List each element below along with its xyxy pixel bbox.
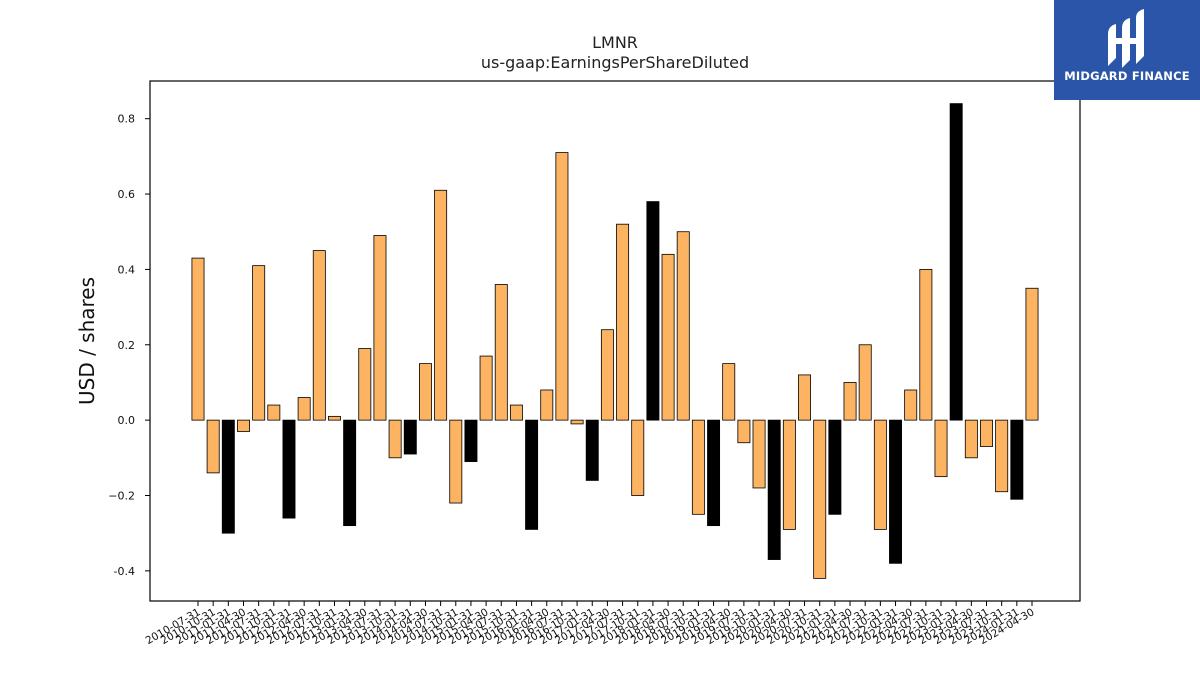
bar-2020-07-31 <box>798 374 812 421</box>
bar-2014-10-31 <box>449 419 463 504</box>
bar-2013-07-31 <box>373 235 387 421</box>
bar-2015-01-31 <box>464 419 478 462</box>
midgard-logo-mark-icon <box>1108 9 1144 68</box>
bar-2011-07-31 <box>252 265 266 421</box>
bar-2017-01-31 <box>585 419 599 481</box>
bar-2016-07-31 <box>555 152 569 421</box>
bar-2022-01-31 <box>889 419 902 564</box>
bar-2013-04-30 <box>358 348 372 421</box>
midgard-finance-logo: MIDGARD FINANCE <box>1054 0 1200 100</box>
bar-2018-04-30 <box>661 253 675 421</box>
bar-2011-10-31 <box>267 404 281 421</box>
bar-2021-10-31 <box>873 419 887 530</box>
bar-2017-10-31 <box>631 419 645 496</box>
bar-2023-01-31 <box>949 103 963 421</box>
chart-subtitle: us-gaap:EarningsPerShareDiluted <box>481 53 749 72</box>
bar-2018-10-31 <box>691 419 705 515</box>
bar-2012-10-31 <box>328 415 341 421</box>
bar-2013-10-31 <box>388 419 402 459</box>
bar-2021-07-31 <box>858 344 872 421</box>
bar-2019-07-31 <box>737 419 751 444</box>
bar-2012-01-31 <box>282 419 296 519</box>
bar-2011-01-31 <box>221 419 235 534</box>
bar-2018-01-31 <box>646 201 660 421</box>
bar-2011-04-30 <box>237 419 250 432</box>
bars-group <box>191 103 1039 579</box>
bar-2024-04-30 <box>1025 287 1039 421</box>
bar-2017-04-30 <box>600 329 614 421</box>
bar-2013-01-31 <box>343 419 357 527</box>
bar-2019-04-30 <box>722 363 736 421</box>
bar-2019-01-31 <box>707 419 721 527</box>
bar-2020-10-31 <box>813 419 827 579</box>
bar-2012-04-30 <box>297 397 311 421</box>
bar-2018-07-31 <box>676 231 690 421</box>
y-tick-label: 0.4 <box>118 263 136 276</box>
bar-2023-07-31 <box>980 419 993 447</box>
y-tick-label: 0.6 <box>118 188 136 201</box>
bar-2014-07-31 <box>434 189 448 421</box>
bar-2020-04-30 <box>782 419 796 530</box>
bar-2021-04-30 <box>843 382 857 421</box>
bar-2022-07-31 <box>919 269 933 421</box>
bar-2014-01-31 <box>403 419 417 455</box>
bar-2010-10-31 <box>206 419 220 474</box>
bar-2020-01-31 <box>767 419 781 560</box>
y-tick-label: -0.4 <box>114 565 135 578</box>
y-tick-label: −0.2 <box>108 489 135 502</box>
chart-title: LMNR <box>592 33 638 52</box>
bar-2022-04-30 <box>904 389 918 421</box>
y-axis-label: USD / shares <box>75 277 99 405</box>
bar-2024-01-31 <box>1010 419 1024 500</box>
bar-2016-10-31 <box>570 419 584 425</box>
bar-2015-10-31 <box>509 404 523 421</box>
bar-2021-01-31 <box>828 419 842 515</box>
bar-2022-10-31 <box>934 419 948 478</box>
y-tick-label: 0.2 <box>118 339 136 352</box>
bar-2023-10-31 <box>995 419 1009 493</box>
bar-2015-07-31 <box>494 284 508 421</box>
logo-text: MIDGARD FINANCE <box>1064 69 1190 83</box>
bar-2015-04-30 <box>479 355 493 421</box>
x-ticks: 2010-07-312010-10-312011-01-312011-04-30… <box>144 601 1037 647</box>
y-tick-label: 0.8 <box>118 113 136 126</box>
bar-2010-07-31 <box>191 257 205 421</box>
bar-2023-04-30 <box>964 419 978 459</box>
y-tick-label: 0.0 <box>118 414 136 427</box>
bar-2016-04-30 <box>540 389 554 421</box>
y-ticks: -0.4 −0.2 0.0 0.2 0.4 0.6 0.8 <box>108 113 150 578</box>
bar-2014-04-30 <box>418 363 432 421</box>
bar-2016-01-31 <box>525 419 539 530</box>
bar-2017-07-31 <box>616 223 630 421</box>
plot-frame <box>149 80 1081 602</box>
bar-2019-10-31 <box>752 419 766 489</box>
bar-2012-07-31 <box>312 250 326 421</box>
